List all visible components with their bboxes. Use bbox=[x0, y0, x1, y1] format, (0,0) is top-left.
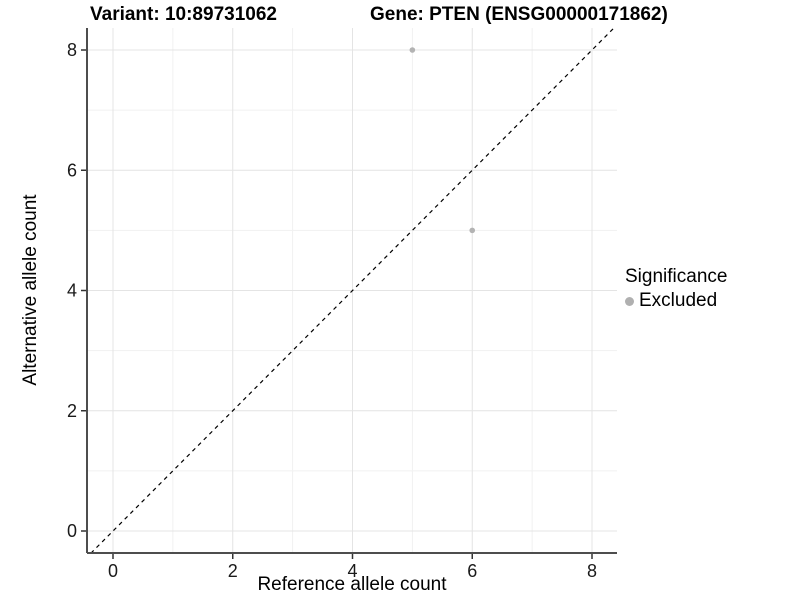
x-tick-label: 4 bbox=[347, 561, 357, 581]
legend-title: Significance bbox=[625, 266, 728, 287]
x-tick-label: 0 bbox=[108, 561, 118, 581]
y-tick-label: 0 bbox=[67, 521, 77, 541]
x-axis-title: Reference allele count bbox=[257, 574, 447, 595]
variant-title: Variant: 10:89731062 bbox=[90, 4, 277, 25]
data-point bbox=[469, 227, 476, 234]
identity-line bbox=[90, 27, 615, 554]
x-tick-label: 6 bbox=[467, 561, 477, 581]
x-tick-label: 8 bbox=[587, 561, 597, 581]
legend-item: Excluded bbox=[625, 290, 727, 312]
y-tick-label: 4 bbox=[67, 281, 77, 301]
y-axis-title: Alternative allele count bbox=[20, 194, 41, 386]
y-tick-label: 6 bbox=[67, 160, 77, 180]
gene-title: Gene: PTEN (ENSG00000171862) bbox=[370, 4, 668, 25]
data-point bbox=[409, 47, 416, 53]
legend-item-label: Excluded bbox=[639, 290, 718, 311]
legend-dot-icon bbox=[625, 296, 634, 306]
legend: Significance Excluded bbox=[625, 266, 727, 312]
y-tick-label: 2 bbox=[67, 401, 77, 421]
x-tick-label: 2 bbox=[228, 561, 238, 581]
y-tick-label: 8 bbox=[67, 40, 77, 60]
